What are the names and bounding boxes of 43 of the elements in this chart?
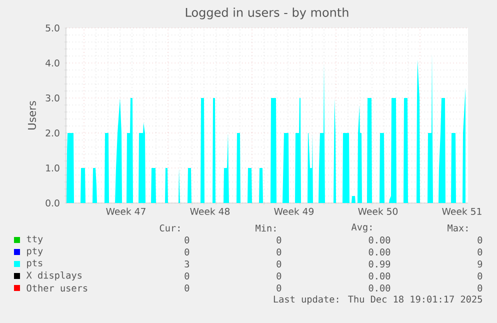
text: 0 <box>184 272 190 280</box>
text: 0 <box>276 260 282 268</box>
text: 0 <box>478 284 482 292</box>
text: 0 <box>184 236 190 244</box>
text: 0.00 <box>368 284 390 292</box>
text: 0 <box>184 284 190 292</box>
text: 0 <box>184 248 190 256</box>
text: 3 <box>184 260 190 268</box>
legend-label: tty <box>26 236 43 244</box>
text: 0 <box>276 236 282 244</box>
text: 0 <box>478 248 482 256</box>
legend-label: X displays <box>26 271 82 281</box>
text: 0 <box>276 248 282 256</box>
text: 0 <box>276 272 282 280</box>
text: 0.00 <box>368 236 390 244</box>
y-tick-label: 2.0 <box>46 129 60 137</box>
text: 0.00 <box>368 272 390 280</box>
text: Cur: <box>160 224 180 232</box>
y-tick-label: 1.0 <box>46 164 60 172</box>
y-tick-label: 3.0 <box>46 94 60 102</box>
text: 0 <box>478 272 482 280</box>
legend-label: pts <box>27 260 42 268</box>
y-tick-label: 5.0 <box>46 24 60 32</box>
chart-title: Logged in users - by month <box>186 8 348 20</box>
y-axis-title: Users <box>28 101 36 130</box>
y-tick-label: 0.0 <box>46 199 60 207</box>
text: 0.99 <box>368 260 390 268</box>
x-tick-label: Week 49 <box>274 208 314 215</box>
text: 9 <box>478 260 482 268</box>
text: Max: <box>448 224 468 232</box>
x-tick-label: Week 47 <box>106 208 146 215</box>
text: 0 <box>478 236 482 244</box>
legend-label: Other users <box>26 284 88 292</box>
x-tick-label: Week 50 <box>358 208 398 215</box>
x-tick-label: Week 48 <box>190 208 230 215</box>
text: 0.00 <box>368 248 390 256</box>
x-tick-label: Week 51 <box>442 208 482 215</box>
text: 0 <box>276 284 282 292</box>
y-tick-label: 4.0 <box>46 59 60 67</box>
text: Min: <box>256 224 276 232</box>
text: Avg: <box>351 224 372 232</box>
legend-label: pty <box>27 248 43 256</box>
text: Last update: Thu Dec 18 19:01:17 2025 <box>274 295 482 305</box>
